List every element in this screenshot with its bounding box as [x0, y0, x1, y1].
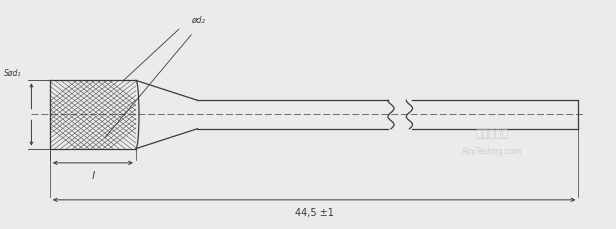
- Text: AnyTesting.com: AnyTesting.com: [462, 147, 522, 156]
- Text: ød₂: ød₂: [191, 16, 205, 25]
- Text: 44,5 ±1: 44,5 ±1: [294, 208, 334, 218]
- Text: 嘉峪检测网: 嘉峪检测网: [476, 129, 509, 139]
- Text: l: l: [91, 171, 94, 181]
- Text: Sød₁: Sød₁: [4, 68, 22, 77]
